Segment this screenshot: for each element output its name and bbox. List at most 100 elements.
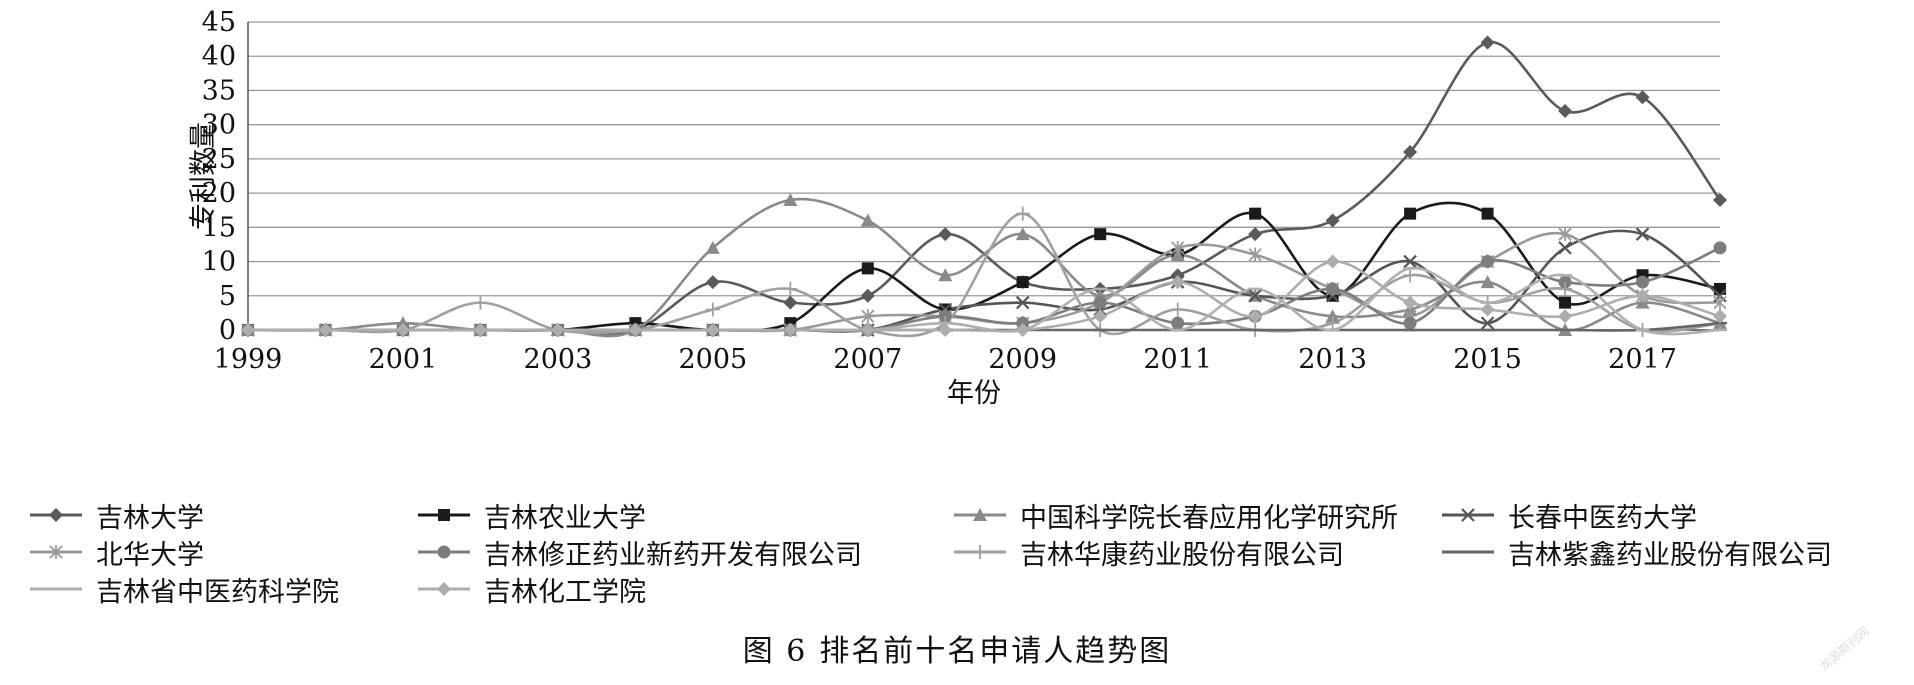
series-lines (247, 40, 1722, 338)
figure-title: 排名前十名申请人趋势图 (819, 634, 1172, 669)
data-point (1404, 207, 1417, 220)
data-point (1170, 302, 1185, 317)
series-markers-0 (241, 35, 1727, 337)
x-tick-label: 2001 (369, 344, 438, 375)
legend-label: 吉林大学 (96, 502, 204, 534)
data-point (1325, 316, 1340, 331)
data-point (241, 323, 255, 337)
data-point (1480, 316, 1495, 330)
legend-label: 吉林农业大学 (484, 502, 646, 534)
legend-swatch (954, 545, 1006, 559)
x-tick-label: 2017 (1608, 344, 1677, 375)
y-tick-label: 40 (202, 41, 236, 72)
data-point (1015, 227, 1030, 241)
legend-item: 吉林大学 (28, 498, 204, 534)
legend-marker (437, 582, 451, 596)
data-point (861, 309, 875, 324)
figure-caption: 图 6 排名前十名申请人趋势图 (0, 626, 1914, 670)
legend-item: 吉林华康药业股份有限公司 (952, 535, 1344, 571)
x-tick-label: 2011 (1143, 344, 1212, 375)
y-tick-label: 25 (202, 144, 236, 175)
legend-swatch (418, 509, 470, 521)
data-point (1481, 207, 1494, 220)
data-point (1248, 309, 1263, 324)
data-point (705, 240, 720, 254)
data-point (1403, 145, 1418, 160)
data-point (1480, 35, 1495, 50)
data-point (1403, 316, 1417, 330)
data-point (1093, 309, 1108, 324)
legend-marker (49, 545, 63, 559)
data-point (1403, 295, 1418, 310)
legend-marker (437, 545, 451, 559)
x-axis-label: 年份 (947, 378, 1001, 409)
legend-item: 吉林修正药业新药开发有限公司 (416, 535, 862, 571)
series-markers-6 (241, 206, 1727, 337)
data-point (1326, 282, 1340, 296)
data-point (1015, 295, 1030, 310)
legend-label: 吉林华康药业股份有限公司 (1020, 539, 1344, 571)
data-point (1403, 254, 1417, 269)
legend-item: 长春中医药大学 (1440, 498, 1697, 534)
data-point (1093, 296, 1107, 310)
y-tick-label: 20 (202, 178, 236, 209)
data-point (1558, 309, 1573, 324)
x-tick-label: 1999 (214, 344, 283, 375)
data-point (1558, 281, 1573, 296)
data-point (1015, 323, 1030, 337)
data-point (1635, 288, 1650, 303)
series-line-0 (248, 40, 1722, 335)
data-point (473, 323, 488, 337)
data-point (1635, 90, 1650, 105)
data-point (1713, 309, 1727, 324)
legend-label: 北华大学 (96, 539, 204, 571)
x-tick-label: 2005 (678, 344, 747, 375)
legend-label: 长春中医药大学 (1508, 502, 1697, 534)
data-point (1636, 275, 1650, 289)
data-point (1713, 241, 1727, 255)
data-point (860, 213, 875, 227)
legend-item: 吉林省中医药科学院 (28, 572, 339, 608)
data-point (783, 323, 798, 337)
data-point (1248, 247, 1262, 262)
data-point (1558, 103, 1573, 118)
legend-marker (438, 509, 450, 521)
legend-label: 吉林紫鑫药业股份有限公司 (1508, 539, 1832, 571)
y-tick-label: 30 (202, 110, 236, 141)
legend-label: 吉林省中医药科学院 (96, 576, 339, 608)
data-point (705, 302, 720, 317)
legend-marker (1461, 508, 1475, 522)
data-point (1171, 316, 1185, 330)
data-point (1325, 254, 1340, 269)
legend-swatch (1442, 550, 1494, 554)
data-point (1171, 240, 1185, 255)
data-point (938, 268, 953, 282)
legend-item: 吉林化工学院 (416, 572, 646, 608)
x-tick-label: 2003 (524, 344, 593, 375)
y-tick-label: 15 (202, 212, 236, 243)
x-axis-ticks: 1999 2001 2003 2005 2007 2009 2011 2013 2015 2017 (214, 344, 1677, 375)
data-point (1170, 275, 1185, 290)
data-point (1559, 296, 1572, 309)
data-point (938, 323, 953, 337)
legend-swatch (954, 508, 1006, 521)
legend-marker (973, 545, 987, 559)
legend-item: 中国科学院长春应用化学研究所 (952, 498, 1398, 534)
data-point (1015, 206, 1030, 221)
data-point (705, 275, 720, 290)
legend-swatch (30, 587, 82, 591)
data-point (705, 323, 720, 337)
data-point (1016, 276, 1029, 289)
data-point (1249, 207, 1262, 220)
data-point (861, 262, 874, 275)
data-point (1325, 309, 1340, 323)
series-line-4 (248, 231, 1721, 333)
data-point (860, 288, 875, 303)
data-point (1481, 255, 1495, 269)
x-tick-label: 2007 (833, 344, 902, 375)
series-line-3 (248, 229, 1721, 333)
data-point (1480, 275, 1495, 289)
series-markers-9 (241, 254, 1727, 337)
